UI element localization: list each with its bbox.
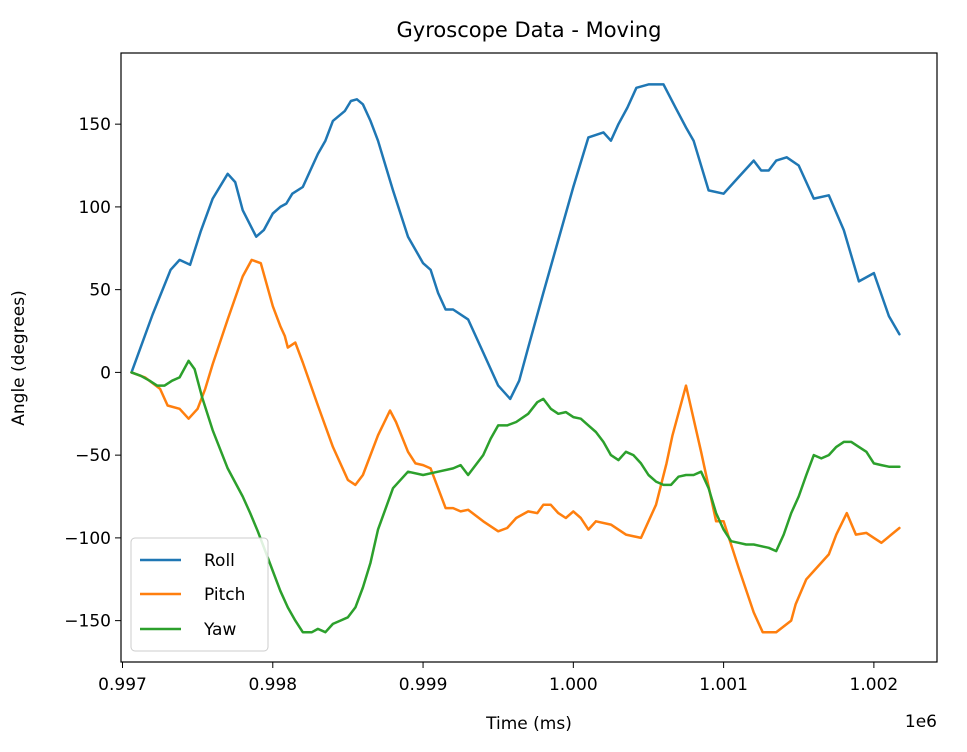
legend-box [130, 537, 269, 652]
y-axis: −150 −100 −50 0 50 100 150 [64, 115, 121, 632]
x-tick-label: 1.002 [850, 675, 899, 695]
y-tick-label: −150 [64, 612, 111, 632]
x-tick-label: 1.000 [549, 675, 598, 695]
x-tick-label: 1.001 [699, 675, 748, 695]
series-line-roll [130, 83, 901, 401]
y-tick-label: −100 [64, 529, 111, 549]
y-tick-label: 50 [89, 281, 111, 301]
x-axis-offset-label: 1e6 [905, 712, 937, 732]
y-axis-label: Angle (degrees) [9, 290, 29, 425]
x-tick-label: 0.998 [248, 675, 297, 695]
legend: Roll Pitch Yaw [130, 537, 269, 652]
legend-label-pitch: Pitch [204, 585, 245, 605]
x-tick-label: 0.999 [399, 675, 448, 695]
legend-label-roll: Roll [204, 551, 235, 571]
series-line-pitch [130, 258, 901, 634]
y-tick-label: 0 [100, 363, 111, 383]
x-tick-label: 0.997 [98, 675, 147, 695]
y-tick-label: 100 [79, 198, 111, 218]
legend-label-yaw: Yaw [203, 620, 236, 640]
x-axis-label: Time (ms) [485, 714, 572, 734]
y-tick-label: −50 [75, 446, 111, 466]
x-axis: 0.997 0.998 0.999 1.000 1.001 1.002 [98, 662, 898, 695]
chart-title: Gyroscope Data - Moving [397, 18, 662, 42]
y-tick-label: 150 [79, 115, 111, 135]
